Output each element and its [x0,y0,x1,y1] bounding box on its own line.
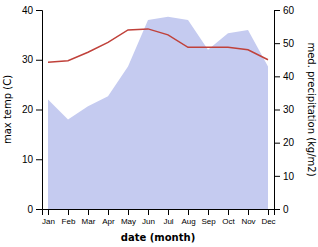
chart: Jan Feb Mar Apr May Jun Jul Aug Sep Oct Nov Dec 0 10 2… [0,0,318,247]
y-axis-title: max temp (C) [2,75,13,144]
tick-mark [274,10,280,11]
tick: Mar [82,209,96,226]
tick: 30 [274,104,295,115]
tick-label: 10 [283,171,295,182]
tick-label: Apr [102,217,115,226]
tick-label: Jun [142,217,155,226]
tick-label: 20 [22,104,34,115]
tick: 50 [274,38,295,49]
tick-label: Nov [241,217,255,226]
tick: Jan [42,209,55,226]
plot-area: Jan Feb Mar Apr May Jun Jul Aug Sep Oct Nov Dec 0 10 2… [22,5,295,226]
tick-mark [168,209,169,215]
tick-mark [274,76,280,77]
tick-mark [36,60,42,61]
tick: Feb [62,209,76,226]
tick-label: May [121,217,136,226]
tick-mark [188,209,189,215]
axis-line [43,210,275,216]
tick-label: Oct [222,217,235,226]
tick-label: 40 [283,71,295,82]
tick-mark [36,10,42,11]
tick: Dec [261,209,275,226]
tick-label: Aug [181,217,195,226]
tick-mark [36,209,42,210]
tick: 30 [22,54,42,65]
tick: Aug [181,209,195,226]
tick-mark [268,209,269,215]
tick-mark [88,209,89,215]
precipitation-area [48,17,268,209]
tick: Sep [201,209,216,226]
tick: 20 [22,104,42,115]
marks [48,17,268,209]
tick: Apr [102,209,115,226]
tick-mark [148,209,149,215]
tick: Jul [163,209,173,226]
tick: 0 [27,204,42,215]
tick-mark [108,209,109,215]
tick-label: Mar [82,217,96,226]
tick-label: 0 [283,204,289,215]
tick-label: Sep [201,217,216,226]
tick: Nov [241,209,255,226]
tick-mark [36,159,42,160]
tick: 40 [274,71,295,82]
tick-mark [274,43,280,44]
tick-mark [36,110,42,111]
tick-label: 10 [22,154,34,165]
y2-axis-title: med. precipitation (kg/m2) [306,42,317,176]
tick: 60 [274,5,295,16]
tick-label: Jul [163,217,173,226]
temperature-line [48,29,268,62]
tick-mark [48,209,49,215]
axis-line [36,11,43,210]
axis-line [275,11,281,210]
tick-mark [274,110,280,111]
tick: 10 [22,154,42,165]
tick: 0 [274,204,289,215]
tick: Jun [142,209,155,226]
tick-label: 30 [283,104,295,115]
tick: 10 [274,171,295,182]
y2-axis: 0 10 20 30 40 50 60 [274,5,295,215]
tick: 20 [274,137,295,148]
tick-mark [274,143,280,144]
tick-mark [128,209,129,215]
tick-mark [68,209,69,215]
y-axis: 0 10 20 30 40 [22,5,43,215]
tick-label: 40 [22,5,34,16]
tick-label: Feb [62,217,76,226]
x-axis: Jan Feb Mar Apr May Jun Jul Aug Sep Oct Nov Dec [42,209,276,226]
tick-mark [248,209,249,215]
tick: Oct [222,209,235,226]
tick-mark [274,209,280,210]
tick-label: 0 [27,204,33,215]
tick-label: Dec [261,217,275,226]
x-axis-title: date (month) [121,232,195,243]
tick: 40 [22,5,42,16]
tick-label: 60 [283,5,295,16]
tick-label: 30 [22,54,34,65]
tick-label: 50 [283,38,295,49]
tick-mark [208,209,209,215]
tick-label: 20 [283,137,295,148]
tick-mark [228,209,229,215]
tick-label: Jan [42,217,55,226]
tick-mark [274,176,280,177]
tick: May [121,209,136,226]
